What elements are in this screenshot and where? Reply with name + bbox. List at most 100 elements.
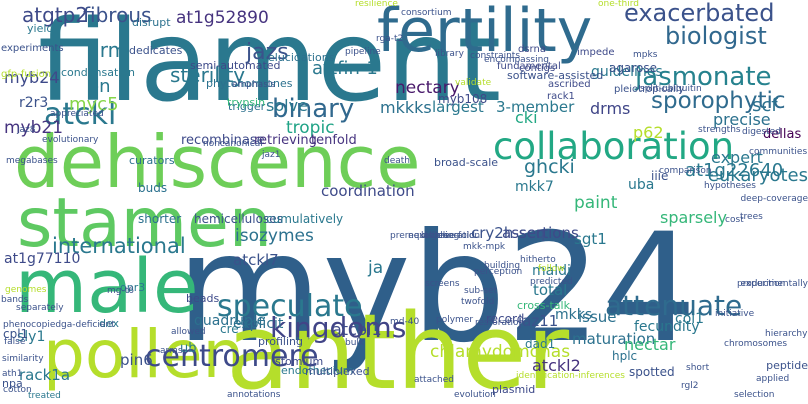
word: anther [226, 291, 570, 404]
word: atckl [44, 97, 117, 132]
word: dex [99, 317, 120, 330]
word: coordination [321, 182, 415, 200]
word: centromere [145, 339, 319, 374]
word: consortium [401, 8, 452, 18]
word: en [88, 76, 111, 97]
word: deep-coverage [740, 194, 808, 204]
word: phytohormones [206, 77, 293, 90]
word: selection [734, 390, 775, 400]
word: myc5 [69, 94, 119, 115]
word: attached [414, 375, 454, 385]
word: nectar [624, 335, 676, 354]
word: prerequisites [390, 231, 449, 241]
word: assertions [502, 224, 579, 242]
word: similarity [2, 354, 44, 364]
word: cross-talk [517, 299, 570, 312]
word: at1g52890 [176, 8, 269, 28]
word: three-fold [431, 231, 475, 241]
word: bands [1, 295, 29, 305]
word: sparsely [660, 208, 727, 227]
word: iiie [651, 169, 669, 183]
word: mkkks [380, 98, 432, 117]
word: building [484, 261, 521, 271]
word: drm [87, 38, 128, 62]
word: comparison [659, 166, 712, 176]
word: disrupt [132, 16, 171, 29]
word: international [52, 234, 186, 258]
word: maturation [572, 330, 656, 348]
word: 3-member [496, 98, 575, 116]
word: record [486, 312, 525, 326]
word: male [15, 244, 199, 330]
word: pleiotropically [614, 84, 685, 95]
word: rack1 [547, 91, 575, 102]
word: perception [474, 267, 523, 277]
word: dellas [763, 127, 802, 142]
word: sterility [170, 63, 246, 87]
word: speculate [217, 289, 363, 324]
word: rgl2 [681, 381, 699, 391]
word: pin6 [120, 351, 153, 369]
word: myb108 [438, 92, 488, 106]
word: scf [752, 95, 778, 116]
word: atckl7 [233, 251, 279, 269]
word: applied [756, 374, 790, 384]
word: strengths [698, 125, 741, 135]
word: atgtp2 [22, 3, 89, 27]
word: drms [590, 99, 631, 118]
word: broad-scale [434, 156, 499, 169]
word: chlamydomonas [430, 342, 571, 362]
word: appreciated [50, 109, 104, 119]
word: experimentally [740, 279, 808, 289]
word: one-third [598, 0, 639, 9]
word: restoration [475, 318, 525, 328]
word: death [384, 156, 410, 166]
word: production [737, 279, 786, 289]
word: yield [27, 22, 54, 35]
word: tenfold [311, 133, 357, 148]
word: constraints [470, 51, 521, 61]
word: cotton [3, 385, 32, 395]
word: jasmonate [635, 62, 772, 92]
word: biologist [665, 22, 767, 50]
word: fibrous [83, 3, 152, 27]
word: genomes [5, 285, 47, 295]
word: stamen [17, 184, 272, 263]
word: software-assisted [507, 69, 604, 82]
word: eukaryotes [707, 165, 808, 186]
word: evolution [454, 390, 496, 400]
word: megabases [6, 156, 58, 166]
word: experiments [1, 43, 64, 54]
word: mkk-mpk [463, 242, 506, 252]
word: fundamental [497, 61, 561, 72]
word: trees [740, 212, 763, 222]
word: recombinase [181, 133, 265, 148]
word: dsrna [518, 44, 546, 55]
word: myb24 [4, 68, 60, 87]
word: validate [455, 78, 492, 88]
word: maldi [532, 263, 571, 279]
word: hypotheses [704, 181, 756, 191]
word: buds [138, 181, 168, 195]
word: resilience [355, 0, 398, 9]
word: short [686, 363, 710, 373]
word: cre [220, 322, 239, 336]
word: largest [432, 98, 484, 116]
word: issue [578, 308, 617, 326]
word: coi1 [675, 311, 705, 327]
word: trigger [228, 100, 266, 113]
word: screens [425, 279, 460, 289]
word: condensation [61, 66, 136, 79]
word: ath1 [2, 369, 23, 379]
word: sporophytic [651, 88, 786, 114]
word: ga-deficient [61, 320, 115, 330]
word: retrieving [254, 133, 317, 148]
word: semi-automated [190, 59, 281, 72]
word: dedicates [129, 44, 183, 57]
word: exacerbated [624, 0, 775, 27]
word: next-generation [408, 231, 481, 241]
word: shorter [138, 212, 182, 226]
word: at1g77110 [4, 251, 81, 267]
word: guidelines [591, 64, 663, 80]
word: filament [38, 0, 502, 127]
